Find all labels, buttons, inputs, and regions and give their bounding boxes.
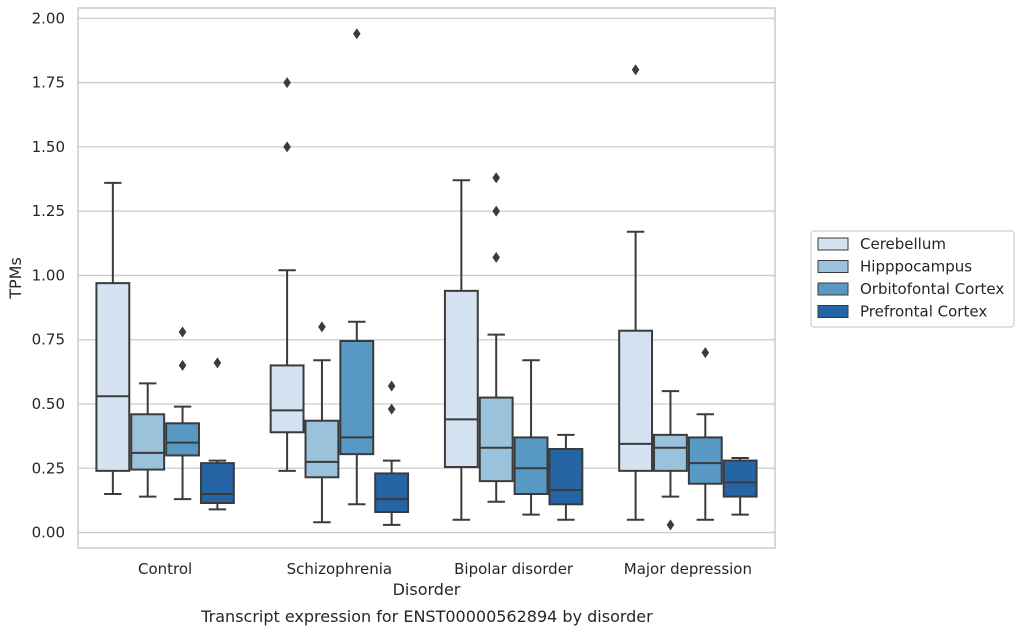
outlier-point [492,172,500,184]
iqr-box [513,436,549,495]
outlier-point [666,519,675,531]
y-tick-label: 0.25 [32,459,65,477]
y-tick-label: 0.50 [32,395,65,413]
iqr-box [443,289,479,468]
legend-label: Hipppocampus [860,258,972,276]
outlier-point [387,403,396,415]
grid-layer [78,17,775,534]
box-hipppocampus [130,382,166,498]
box-orbitofontal-cortex [513,359,549,516]
y-tick-label: 1.25 [32,202,65,220]
y-tick-label: 1.75 [32,74,65,92]
iqr-box [165,422,200,457]
y-tick-label: 1.50 [32,138,65,156]
legend-label: Prefrontal Cortex [860,303,987,321]
box-cerebellum [443,179,479,521]
iqr-box [618,329,654,472]
box-hipppocampus [478,172,514,503]
box-prefrontal-cortex [199,357,235,511]
chart-caption: Transcript expression for ENST0000056289… [200,607,653,626]
box-hipppocampus [653,390,688,531]
legend-swatch [817,237,849,251]
box-orbitofontal-cortex [687,347,723,521]
x-tick-label: Control [138,560,192,578]
outlier-point [492,205,500,217]
legend-swatch [817,260,849,273]
x-tick-label: Major depression [624,560,752,578]
outlier-point [283,141,291,153]
box-orbitofontal-cortex [339,28,375,506]
iqr-box [130,413,166,471]
legend-frame [810,230,1015,328]
iqr-box [304,419,340,479]
iqr-box [478,396,514,483]
y-tick-label: 0.75 [32,331,65,349]
iqr-box [687,436,723,485]
box-prefrontal-cortex [548,433,584,521]
legend-label: Cerebellum [860,235,946,253]
x-axis-ticks: Control Schizophrenia Bipolar disorder Majo… [138,560,752,578]
outlier-point [631,64,640,76]
outlier-point [318,321,326,333]
x-tick-label: Bipolar disorder [454,560,574,578]
y-axis-title: TPMs [6,257,25,300]
outlier-point [213,357,222,369]
box-layer [95,28,758,531]
outlier-point [283,77,291,89]
box-prefrontal-cortex [374,380,410,526]
legend-label: Orbitofontal Cortex [860,280,1004,298]
y-axis-ticks: 0.00 0.25 0.50 0.75 1.00 1.25 1.50 1.75 2.00 [32,9,65,541]
plot-frame [77,7,776,549]
legend-swatch [817,282,849,296]
box-orbitofontal-cortex [165,326,200,501]
y-tick-label: 0.00 [32,524,65,542]
outlier-point [387,380,396,392]
x-tick-label: Schizophrenia [287,560,392,578]
iqr-box [722,459,758,498]
legend-swatch [817,305,849,318]
outlier-point [492,251,500,263]
outlier-point [178,359,187,371]
y-tick-label: 2.00 [32,9,65,27]
outlier-point [178,326,187,338]
iqr-box [339,340,375,456]
iqr-box [653,433,688,472]
box-hipppocampus [304,321,340,524]
box-prefrontal-cortex [722,457,758,516]
outlier-point [701,347,710,359]
iqr-box [374,472,410,513]
iqr-box [269,364,305,434]
iqr-box [199,462,235,504]
legend: Cerebellum Hipppocampus Orbitofontal Corte… [810,230,1015,328]
y-tick-label: 1.00 [32,266,65,284]
x-axis-title: Disorder [393,580,461,599]
outlier-point [353,28,361,40]
box-cerebellum [618,64,654,521]
iqr-box [548,448,584,506]
box-cerebellum [269,77,305,472]
box-cerebellum [95,181,131,495]
iqr-box [95,282,131,472]
